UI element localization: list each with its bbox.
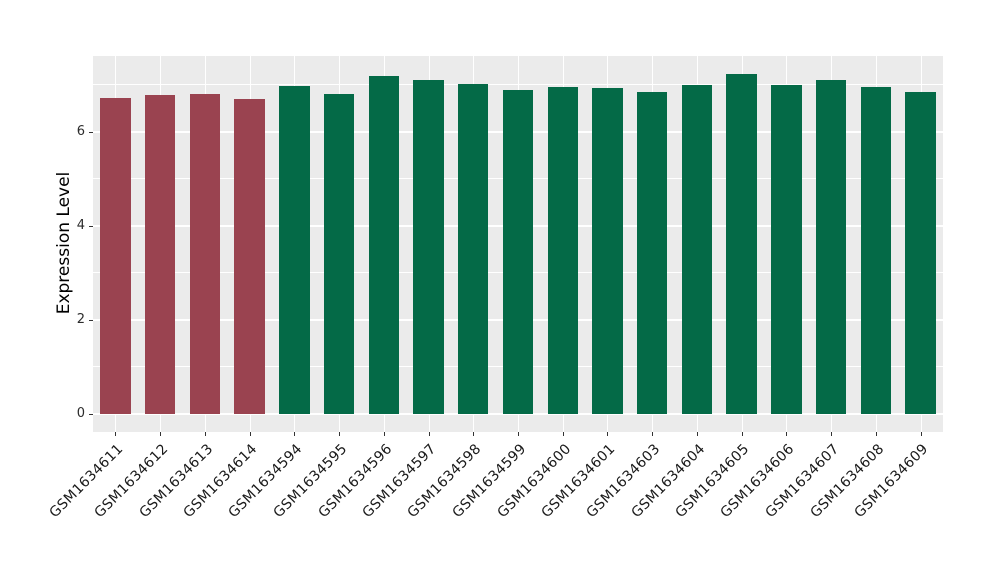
x-tick-mark xyxy=(741,432,743,436)
plot-panel: GSM1634611 GSM1634612 GSM1634613 GSM1634614… xyxy=(47,56,943,521)
bar-slot: GSM1634598 xyxy=(405,56,496,521)
bar xyxy=(279,85,310,414)
y-tick-mark xyxy=(89,320,93,321)
bar xyxy=(681,85,713,414)
bar-slot: GSM1634607 xyxy=(762,56,854,521)
bar xyxy=(815,79,847,414)
bar xyxy=(771,85,802,414)
y-tick-mark xyxy=(89,226,93,227)
bars-layer: GSM1634611 GSM1634612 GSM1634613 GSM1634614… xyxy=(47,56,943,521)
y-tick-label: 6 xyxy=(76,124,85,139)
y-tick-label: 0 xyxy=(76,406,85,421)
bar-slot: GSM1634606 xyxy=(718,56,809,521)
bar xyxy=(189,94,221,414)
bar xyxy=(592,87,623,414)
x-tick-mark xyxy=(652,432,654,436)
bar-slot: GSM1634600 xyxy=(494,56,585,521)
y-axis: 0 2 4 6 xyxy=(0,56,93,432)
x-tick-mark xyxy=(204,432,206,436)
bar xyxy=(458,83,489,414)
bar xyxy=(636,92,668,414)
x-tick-mark xyxy=(294,432,296,436)
x-tick-mark xyxy=(473,432,475,436)
bar-slot: GSM1634604 xyxy=(628,56,720,521)
bar-slot: GSM1634595 xyxy=(270,56,362,521)
bar xyxy=(144,94,176,414)
bar xyxy=(860,86,892,414)
bar xyxy=(502,90,534,414)
bar xyxy=(905,92,936,414)
bar-slot: GSM1634605 xyxy=(673,56,764,521)
x-tick-mark xyxy=(562,432,564,436)
x-tick-mark xyxy=(160,432,162,436)
y-tick-mark xyxy=(89,414,93,415)
bar xyxy=(234,98,265,414)
bar-slot: GSM1634611 xyxy=(47,56,138,521)
bar-slot: GSM1634614 xyxy=(181,56,272,521)
bar-slot: GSM1634596 xyxy=(315,56,406,521)
bar xyxy=(413,80,444,414)
x-tick-mark xyxy=(383,432,385,436)
x-tick-mark xyxy=(607,432,609,436)
bar-slot: GSM1634603 xyxy=(583,56,675,521)
bar xyxy=(726,74,757,414)
bar-slot: GSM1634609 xyxy=(852,56,943,521)
x-tick-mark xyxy=(339,432,341,436)
bar xyxy=(547,87,578,414)
bar-slot: GSM1634601 xyxy=(539,56,630,521)
x-tick-mark xyxy=(831,432,833,436)
bar-slot: GSM1634613 xyxy=(136,56,227,521)
x-tick-mark xyxy=(428,432,430,436)
x-tick-mark xyxy=(920,432,922,436)
y-tick-mark xyxy=(89,132,93,133)
x-tick-mark xyxy=(786,432,788,436)
x-tick-mark xyxy=(696,432,698,436)
x-tick-mark xyxy=(249,432,251,436)
x-tick-mark xyxy=(517,432,519,436)
x-tick-mark xyxy=(115,432,117,436)
bar-slot: GSM1634597 xyxy=(360,56,451,521)
bar-slot: GSM1634608 xyxy=(807,56,898,521)
x-tick-mark xyxy=(875,432,877,436)
bar xyxy=(100,98,131,414)
bar-slot: GSM1634594 xyxy=(226,56,317,521)
bar-slot: GSM1634599 xyxy=(449,56,541,521)
bar xyxy=(323,94,355,414)
bar-slot: GSM1634612 xyxy=(91,56,183,521)
y-tick-label: 4 xyxy=(76,218,85,233)
y-tick-label: 2 xyxy=(76,312,85,327)
bar xyxy=(368,75,399,414)
